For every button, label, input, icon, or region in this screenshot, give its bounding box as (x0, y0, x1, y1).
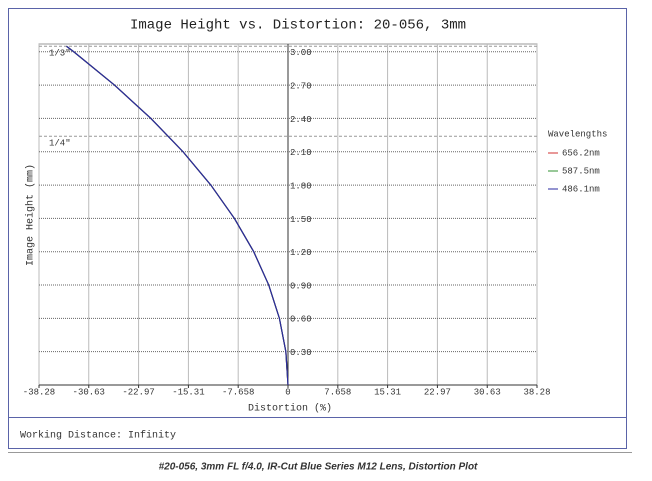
legend-label: 587.5nm (562, 166, 600, 176)
y-tick-label: 0.30 (290, 348, 312, 358)
y-tick-label: 0.90 (290, 281, 312, 291)
y-tick-label: 0.60 (290, 315, 312, 325)
legend-label: 656.2nm (562, 148, 600, 158)
x-tick-label: 7.658 (324, 387, 351, 397)
legend-label: 486.1nm (562, 184, 600, 194)
y-tick-label: 2.70 (290, 81, 312, 91)
reference-label: 1/4" (49, 139, 71, 149)
x-tick-label: -7.658 (222, 387, 254, 397)
x-tick-label: -22.97 (122, 387, 154, 397)
reference-label: 1/3" (49, 49, 71, 59)
series-line (66, 45, 289, 386)
y-axis-title: Image Height (mm) (25, 164, 37, 266)
y-tick-label: 2.10 (290, 148, 312, 158)
x-tick-label: 0 (285, 387, 290, 397)
y-tick-label: 1.20 (290, 248, 312, 258)
y-tick-label: 2.40 (290, 115, 312, 125)
x-tick-label: 15.31 (374, 387, 401, 397)
series-line (66, 45, 289, 386)
x-tick-label: -15.31 (172, 387, 204, 397)
y-tick-label: 3.00 (290, 48, 312, 58)
x-tick-label: 30.63 (474, 387, 501, 397)
chart-title: Image Height vs. Distortion: 20-056, 3mm (130, 18, 466, 34)
x-axis-title: Distortion (%) (248, 403, 332, 415)
series-line (66, 45, 289, 386)
footer-text: Working Distance: Infinity (20, 430, 176, 442)
x-tick-label: 22.97 (424, 387, 451, 397)
frame (8, 8, 627, 449)
y-tick-label: 1.80 (290, 181, 312, 191)
legend-title: Wavelengths (548, 129, 607, 139)
y-tick-label: 1.50 (290, 215, 312, 225)
caption: #20-056, 3mm FL f/4.0, IR-Cut Blue Serie… (159, 462, 478, 473)
x-tick-label: -38.28 (23, 387, 55, 397)
x-tick-label: 38.28 (523, 387, 550, 397)
x-tick-label: -30.63 (73, 387, 105, 397)
